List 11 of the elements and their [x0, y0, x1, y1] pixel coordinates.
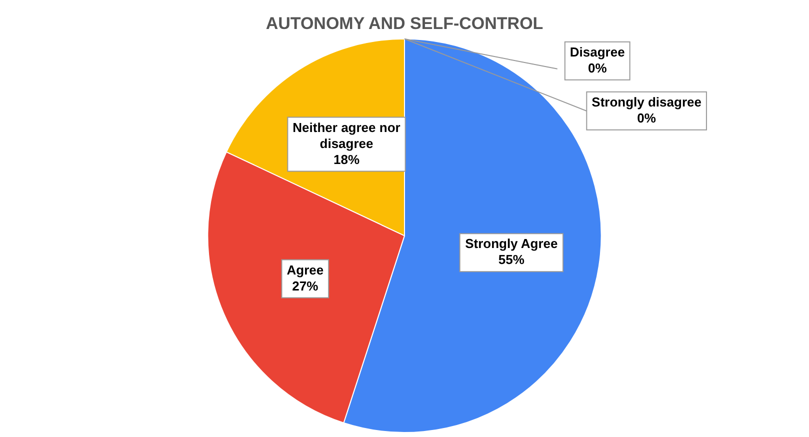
category-label: Strongly disagree: [592, 94, 702, 110]
text: 0%: [588, 60, 607, 76]
slice-label: Strongly Agree: [465, 236, 558, 252]
slice-label: Agree: [286, 262, 324, 278]
data-label: 18%: [333, 152, 360, 167]
data-label: 55%: [498, 252, 525, 268]
category-label: Disagree: [570, 44, 625, 60]
chart-title: AUTONOMY AND SELF-CONTROL: [266, 14, 544, 33]
text: 0%: [637, 110, 656, 126]
slice-label: Neither agree nor disagree: [292, 120, 400, 151]
data-label: 27%: [292, 278, 319, 294]
